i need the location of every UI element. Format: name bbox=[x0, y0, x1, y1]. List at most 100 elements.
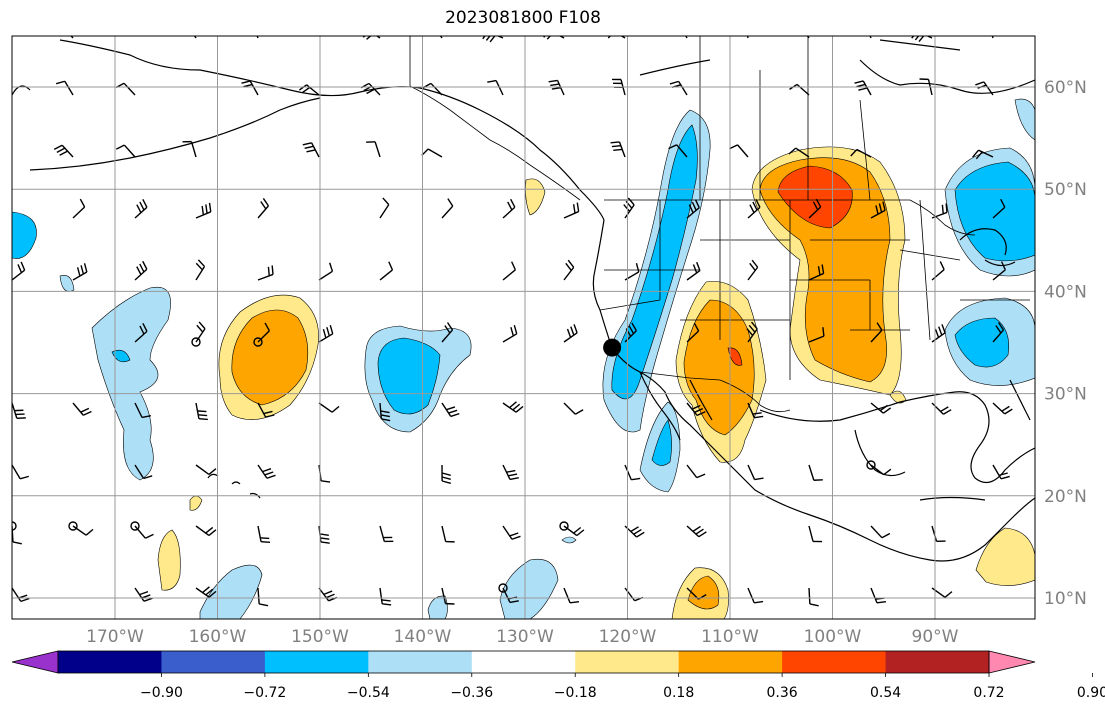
wind-barb bbox=[366, 141, 381, 158]
wind-barb bbox=[115, 144, 136, 158]
wind-barb bbox=[808, 587, 819, 607]
colorbar-segment bbox=[885, 651, 990, 673]
wind-barb bbox=[870, 402, 892, 414]
positive-anomaly-region bbox=[975, 527, 1035, 586]
wind-barb bbox=[318, 464, 331, 483]
wind-barb bbox=[318, 262, 334, 281]
wind-barb bbox=[668, 144, 688, 158]
negative-anomaly-region bbox=[91, 286, 171, 481]
wind-barb bbox=[870, 201, 886, 219]
gridlines bbox=[12, 36, 1035, 619]
gulf-coast bbox=[759, 391, 1035, 484]
wind-barb bbox=[808, 264, 825, 281]
alaska-canada-border bbox=[409, 36, 581, 201]
longitude-label: 140°W bbox=[394, 627, 452, 647]
wind-barb bbox=[441, 587, 455, 605]
wind-barb bbox=[624, 322, 637, 343]
alaska-coastline bbox=[12, 39, 605, 221]
wind-barb bbox=[563, 402, 584, 415]
wind-barb bbox=[502, 198, 516, 219]
shaded-field bbox=[12, 98, 1035, 619]
wind-barb bbox=[12, 525, 22, 545]
wind-barb bbox=[134, 464, 153, 480]
wind-barb bbox=[195, 202, 212, 219]
wind-barb bbox=[257, 322, 271, 343]
wind-barb bbox=[686, 464, 706, 479]
wind-barb bbox=[502, 261, 516, 281]
wind-barb bbox=[992, 198, 1006, 219]
longitude-label: 130°W bbox=[496, 627, 554, 647]
wind-barb bbox=[379, 261, 394, 281]
positive-anomaly-region bbox=[189, 495, 203, 511]
wind-barb bbox=[789, 83, 810, 96]
wind-barb bbox=[318, 587, 338, 602]
wind-barb bbox=[931, 402, 952, 415]
wind-barb bbox=[441, 402, 460, 418]
wind-barb bbox=[808, 198, 822, 219]
colorbar-extend-low bbox=[11, 650, 59, 674]
wind-barb bbox=[195, 525, 217, 536]
negative-anomaly-region bbox=[1014, 98, 1035, 141]
wind-barb bbox=[610, 141, 626, 158]
negative-anomaly-region bbox=[12, 211, 37, 259]
latitude-labels: 60°N 50°N 40°N 30°N 20°N 10°N bbox=[1044, 78, 1087, 609]
wind-barb bbox=[747, 259, 759, 281]
longitude-labels: 170°W 160°W 150°W 140°W 130°W 120°W 110°W 100°W… bbox=[86, 627, 959, 647]
longitude-label: 160°W bbox=[189, 627, 247, 647]
latitude-label: 40°N bbox=[1044, 282, 1087, 302]
wind-barb bbox=[548, 79, 565, 96]
wind-barb bbox=[992, 402, 1013, 415]
wind-barb bbox=[992, 261, 1006, 281]
wind-barb bbox=[992, 464, 1010, 480]
wind-barb bbox=[931, 203, 948, 219]
wind-barb bbox=[747, 199, 761, 219]
positive-anomaly-region bbox=[759, 157, 891, 383]
us-canada-border bbox=[604, 199, 976, 236]
wind-barb bbox=[482, 36, 504, 43]
wind-barb bbox=[195, 321, 206, 343]
wind-barb bbox=[257, 587, 269, 607]
colorbar-segment bbox=[264, 651, 369, 673]
wind-barb bbox=[992, 322, 1005, 343]
wind-barb bbox=[55, 80, 74, 96]
longitude-label: 120°W bbox=[599, 627, 657, 647]
positive-anomaly-region bbox=[687, 575, 720, 610]
negative-anomaly-region bbox=[427, 595, 448, 619]
negative-anomaly-region bbox=[954, 161, 1035, 262]
wind-barb bbox=[502, 464, 519, 481]
latitude-label: 30°N bbox=[1044, 385, 1087, 405]
colorbar-tick-label: −0.18 bbox=[554, 685, 597, 701]
wind-barb bbox=[931, 324, 946, 343]
wind-barb bbox=[12, 261, 26, 281]
map-title: 2023081800 F108 bbox=[445, 8, 601, 28]
wind-barb bbox=[972, 149, 994, 160]
wind-barb bbox=[686, 402, 706, 417]
wind-barb bbox=[195, 259, 206, 281]
calm-wind-marker bbox=[559, 521, 569, 531]
wind-barb bbox=[931, 261, 945, 281]
wind-barb bbox=[502, 401, 524, 413]
wind-barb bbox=[241, 80, 259, 96]
wind-barb bbox=[72, 198, 86, 219]
wind-barb bbox=[543, 36, 565, 40]
colorbar-segment bbox=[782, 651, 887, 673]
colorbar-tick-label: −0.72 bbox=[243, 685, 286, 701]
wind-barb bbox=[134, 402, 151, 419]
wind-barb bbox=[379, 525, 394, 543]
latitude-label: 10°N bbox=[1044, 589, 1087, 609]
colorbar-extend-high bbox=[988, 650, 1036, 674]
negative-anomaly-region bbox=[651, 419, 672, 466]
latitude-label: 50°N bbox=[1044, 180, 1087, 200]
colorbar-tick-label: 0.18 bbox=[663, 685, 694, 701]
wind-barb bbox=[870, 587, 887, 604]
wind-barb bbox=[441, 322, 454, 343]
longitude-label: 90°W bbox=[912, 627, 959, 647]
wind-barb bbox=[788, 147, 810, 158]
negative-anomaly-region bbox=[561, 536, 577, 544]
wind-barb bbox=[747, 587, 764, 604]
wind-barb bbox=[318, 525, 330, 544]
wind-barb bbox=[441, 198, 454, 219]
wind-barb bbox=[72, 525, 94, 536]
wind-barb bbox=[421, 148, 443, 158]
wind-barb bbox=[115, 82, 136, 96]
